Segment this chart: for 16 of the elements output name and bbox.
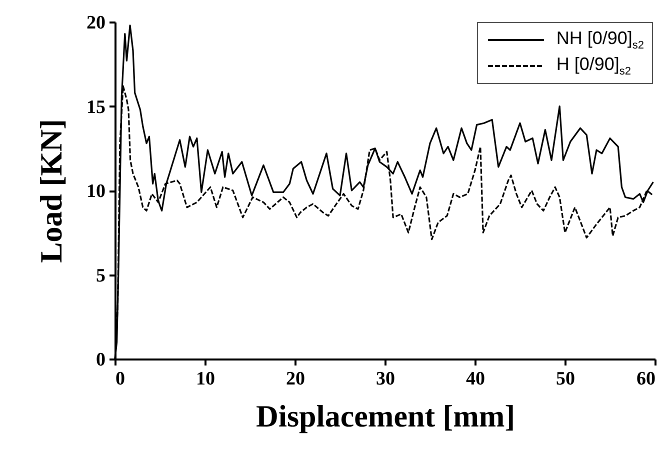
x-tick-label: 30: [376, 368, 395, 390]
y-tick-label: 10: [86, 181, 106, 202]
y-tick-label: 0: [96, 350, 106, 370]
x-tick-label: 0: [116, 368, 125, 390]
x-tick-label: 60: [636, 368, 656, 390]
x-tick-label: 10: [196, 368, 215, 390]
x-axis-title: Displacement [mm]: [256, 398, 516, 434]
x-tick-label: 40: [466, 368, 485, 390]
legend-label: H [0/90]$_{s2}$: [556, 54, 631, 78]
y-tick-label: 15: [86, 96, 106, 118]
legend-label: NH [0/90]$_{s2}$: [556, 28, 644, 52]
y-tick-label: 5: [96, 265, 106, 286]
x-tick-label: 20: [286, 368, 305, 390]
y-axis-title: Load [KN]: [34, 119, 68, 263]
y-tick-label: 20: [86, 12, 106, 34]
x-tick-label: 50: [556, 368, 575, 390]
